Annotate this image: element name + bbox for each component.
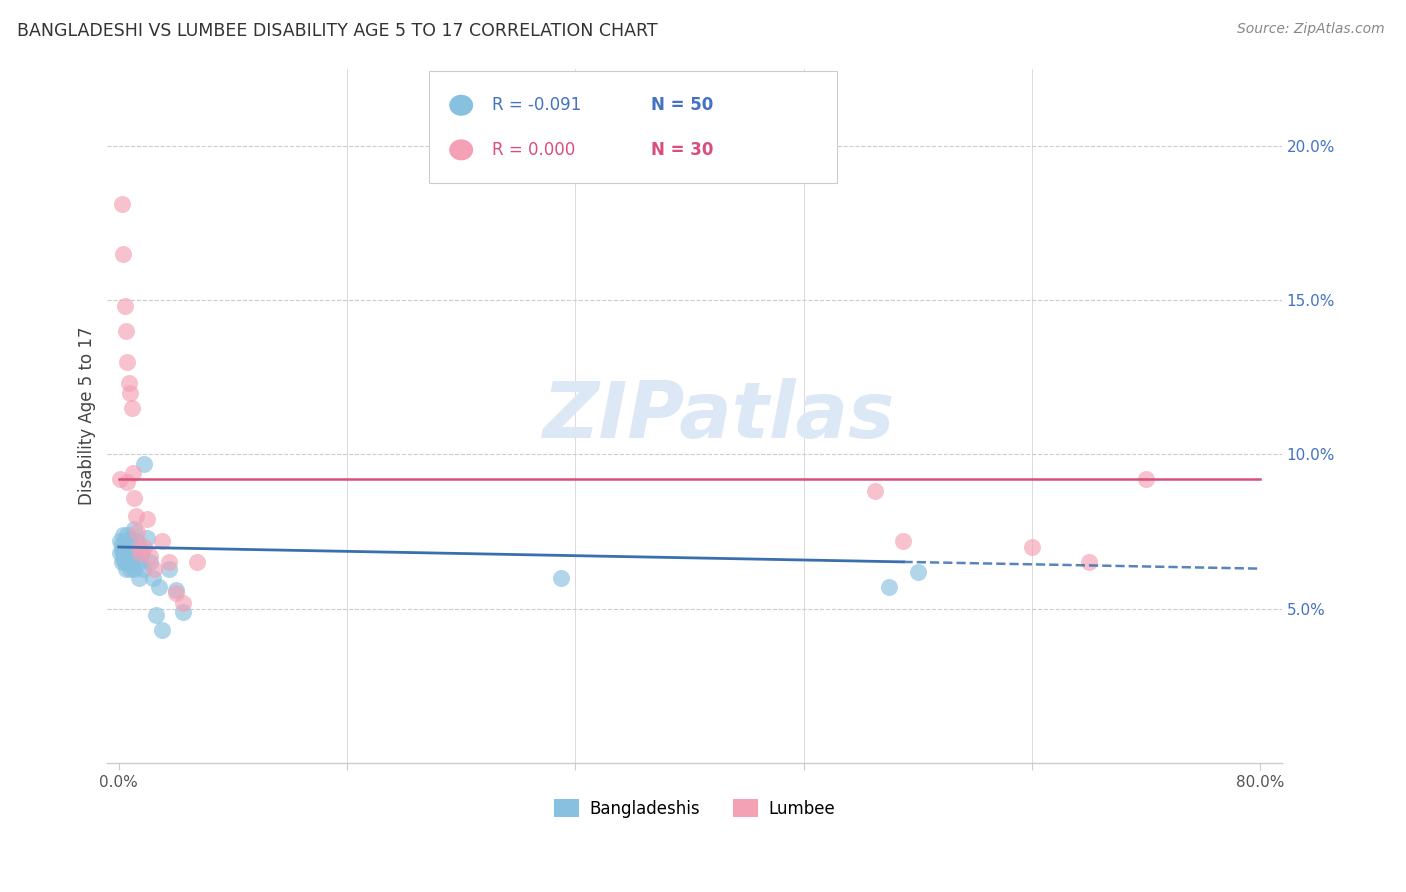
Lumbee	[125, 509, 148, 524]
Lumbee	[118, 376, 141, 391]
Lumbee	[157, 556, 180, 570]
Text: R = -0.091: R = -0.091	[492, 96, 581, 114]
Lumbee	[1021, 540, 1043, 554]
Lumbee	[112, 246, 135, 260]
Text: Source: ZipAtlas.com: Source: ZipAtlas.com	[1237, 22, 1385, 37]
Legend: Bangladeshis, Lumbee: Bangladeshis, Lumbee	[547, 793, 841, 824]
Lumbee	[120, 385, 142, 400]
Bangladeshis	[150, 624, 173, 638]
Lumbee	[111, 197, 134, 211]
Bangladeshis	[136, 531, 159, 545]
Lumbee	[114, 299, 136, 313]
Lumbee	[134, 540, 156, 554]
Lumbee	[165, 586, 187, 600]
Bangladeshis	[120, 543, 142, 558]
Bangladeshis	[111, 556, 134, 570]
Bangladeshis	[115, 561, 138, 575]
Lumbee	[150, 533, 173, 548]
Text: N = 50: N = 50	[651, 96, 713, 114]
Bangladeshis	[139, 556, 162, 570]
Bangladeshis	[142, 571, 165, 585]
Bangladeshis	[122, 537, 145, 551]
Lumbee	[172, 596, 194, 610]
Lumbee	[139, 549, 162, 564]
Bangladeshis	[121, 556, 143, 570]
Lumbee	[117, 355, 139, 369]
Bangladeshis	[117, 546, 139, 560]
Bangladeshis	[114, 556, 136, 570]
Bangladeshis	[114, 543, 136, 558]
Lumbee	[117, 475, 139, 490]
Bangladeshis	[129, 556, 152, 570]
Bangladeshis	[118, 537, 141, 551]
Bangladeshis	[118, 533, 141, 548]
Bangladeshis	[121, 546, 143, 560]
Bangladeshis	[120, 561, 142, 575]
Bangladeshis	[115, 537, 138, 551]
Bangladeshis	[165, 583, 187, 598]
Text: BANGLADESHI VS LUMBEE DISABILITY AGE 5 TO 17 CORRELATION CHART: BANGLADESHI VS LUMBEE DISABILITY AGE 5 T…	[17, 22, 658, 40]
Text: R = 0.000: R = 0.000	[492, 141, 575, 159]
Bangladeshis	[120, 531, 142, 545]
Lumbee	[115, 324, 138, 338]
Bangladeshis	[112, 552, 135, 566]
Bangladeshis	[117, 527, 139, 541]
Bangladeshis	[111, 537, 134, 551]
Text: N = 30: N = 30	[651, 141, 713, 159]
Bangladeshis	[877, 580, 900, 594]
Lumbee	[128, 540, 150, 554]
Bangladeshis	[172, 605, 194, 619]
Text: ZIPatlas: ZIPatlas	[541, 378, 894, 454]
Lumbee	[121, 401, 143, 416]
Bangladeshis	[550, 571, 572, 585]
Bangladeshis	[110, 533, 132, 548]
Bangladeshis	[122, 549, 145, 564]
Bangladeshis	[115, 540, 138, 554]
Y-axis label: Disability Age 5 to 17: Disability Age 5 to 17	[79, 326, 96, 505]
Bangladeshis	[134, 457, 156, 471]
Bangladeshis	[127, 533, 149, 548]
Bangladeshis	[124, 521, 146, 535]
Bangladeshis	[118, 549, 141, 564]
Lumbee	[110, 472, 132, 486]
Lumbee	[124, 491, 146, 505]
Bangladeshis	[112, 527, 135, 541]
Bangladeshis	[907, 565, 929, 579]
Bangladeshis	[125, 546, 148, 560]
Lumbee	[122, 466, 145, 480]
Bangladeshis	[114, 533, 136, 548]
Bangladeshis	[132, 561, 155, 575]
Bangladeshis	[157, 561, 180, 575]
Lumbee	[127, 524, 149, 539]
Lumbee	[129, 546, 152, 560]
Lumbee	[1077, 556, 1099, 570]
Bangladeshis	[111, 543, 134, 558]
Bangladeshis	[124, 561, 146, 575]
Lumbee	[136, 512, 159, 526]
Lumbee	[1135, 472, 1157, 486]
Bangladeshis	[112, 540, 135, 554]
Bangladeshis	[131, 546, 153, 560]
Bangladeshis	[128, 571, 150, 585]
Bangladeshis	[115, 549, 138, 564]
Bangladeshis	[112, 546, 135, 560]
Lumbee	[863, 484, 886, 499]
Lumbee	[893, 533, 915, 548]
Bangladeshis	[145, 607, 167, 622]
Bangladeshis	[117, 556, 139, 570]
Bangladeshis	[148, 580, 170, 594]
Bangladeshis	[110, 546, 132, 560]
Lumbee	[143, 561, 166, 575]
Lumbee	[186, 556, 208, 570]
